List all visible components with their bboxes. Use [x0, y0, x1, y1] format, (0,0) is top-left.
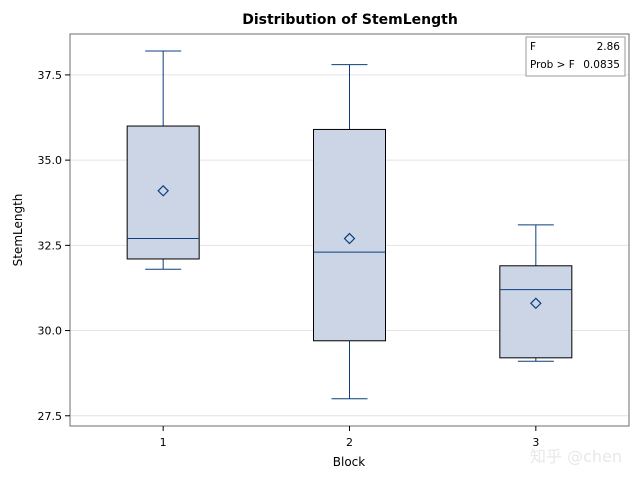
- y-tick-label: 27.5: [38, 410, 63, 423]
- box-group-1: [126, 50, 200, 270]
- boxes-layer: [126, 50, 573, 400]
- iqr-box: [126, 125, 200, 260]
- stats-inset: F 2.86 Prob > F 0.0835: [525, 36, 626, 77]
- mean-marker: [343, 232, 356, 245]
- x-tick-label: 1: [160, 436, 167, 449]
- x-tick-label: 2: [346, 436, 353, 449]
- watermark: 知乎 @chen: [530, 447, 622, 466]
- x-axis-label: Block: [333, 455, 366, 469]
- chart-title: Distribution of StemLength: [242, 12, 458, 28]
- stat-value: 0.0835: [583, 59, 620, 71]
- stat-label: F: [530, 41, 536, 53]
- box-group-3: [499, 224, 573, 362]
- iqr-box: [313, 128, 386, 342]
- mean-marker: [157, 184, 170, 197]
- box-group-2: [313, 64, 386, 400]
- iqr-box: [499, 265, 573, 359]
- mean-marker: [529, 297, 542, 310]
- x-axis: 1 2 3: [160, 426, 539, 449]
- x-tick-label: 3: [532, 436, 539, 449]
- y-tick-label: 30.0: [38, 325, 63, 338]
- y-tick-label: 35.0: [38, 154, 63, 167]
- stats-inset-border: [525, 36, 626, 77]
- stat-value: 2.86: [597, 41, 621, 53]
- y-axis-label: StemLength: [11, 194, 25, 267]
- y-tick-label: 32.5: [38, 239, 63, 252]
- y-tick-label: 37.5: [38, 69, 63, 82]
- y-axis: 27.5 30.0 32.5 35.0 37.5: [38, 69, 70, 423]
- stat-label: Prob > F: [530, 59, 575, 71]
